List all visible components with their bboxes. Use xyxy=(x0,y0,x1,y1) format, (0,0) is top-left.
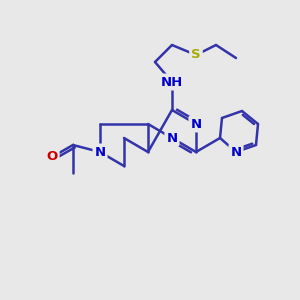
Text: O: O xyxy=(46,151,58,164)
Text: N: N xyxy=(94,146,106,158)
Text: N: N xyxy=(190,118,202,130)
Text: NH: NH xyxy=(161,76,183,88)
Text: N: N xyxy=(230,146,242,158)
Text: N: N xyxy=(167,131,178,145)
Text: S: S xyxy=(191,49,201,62)
